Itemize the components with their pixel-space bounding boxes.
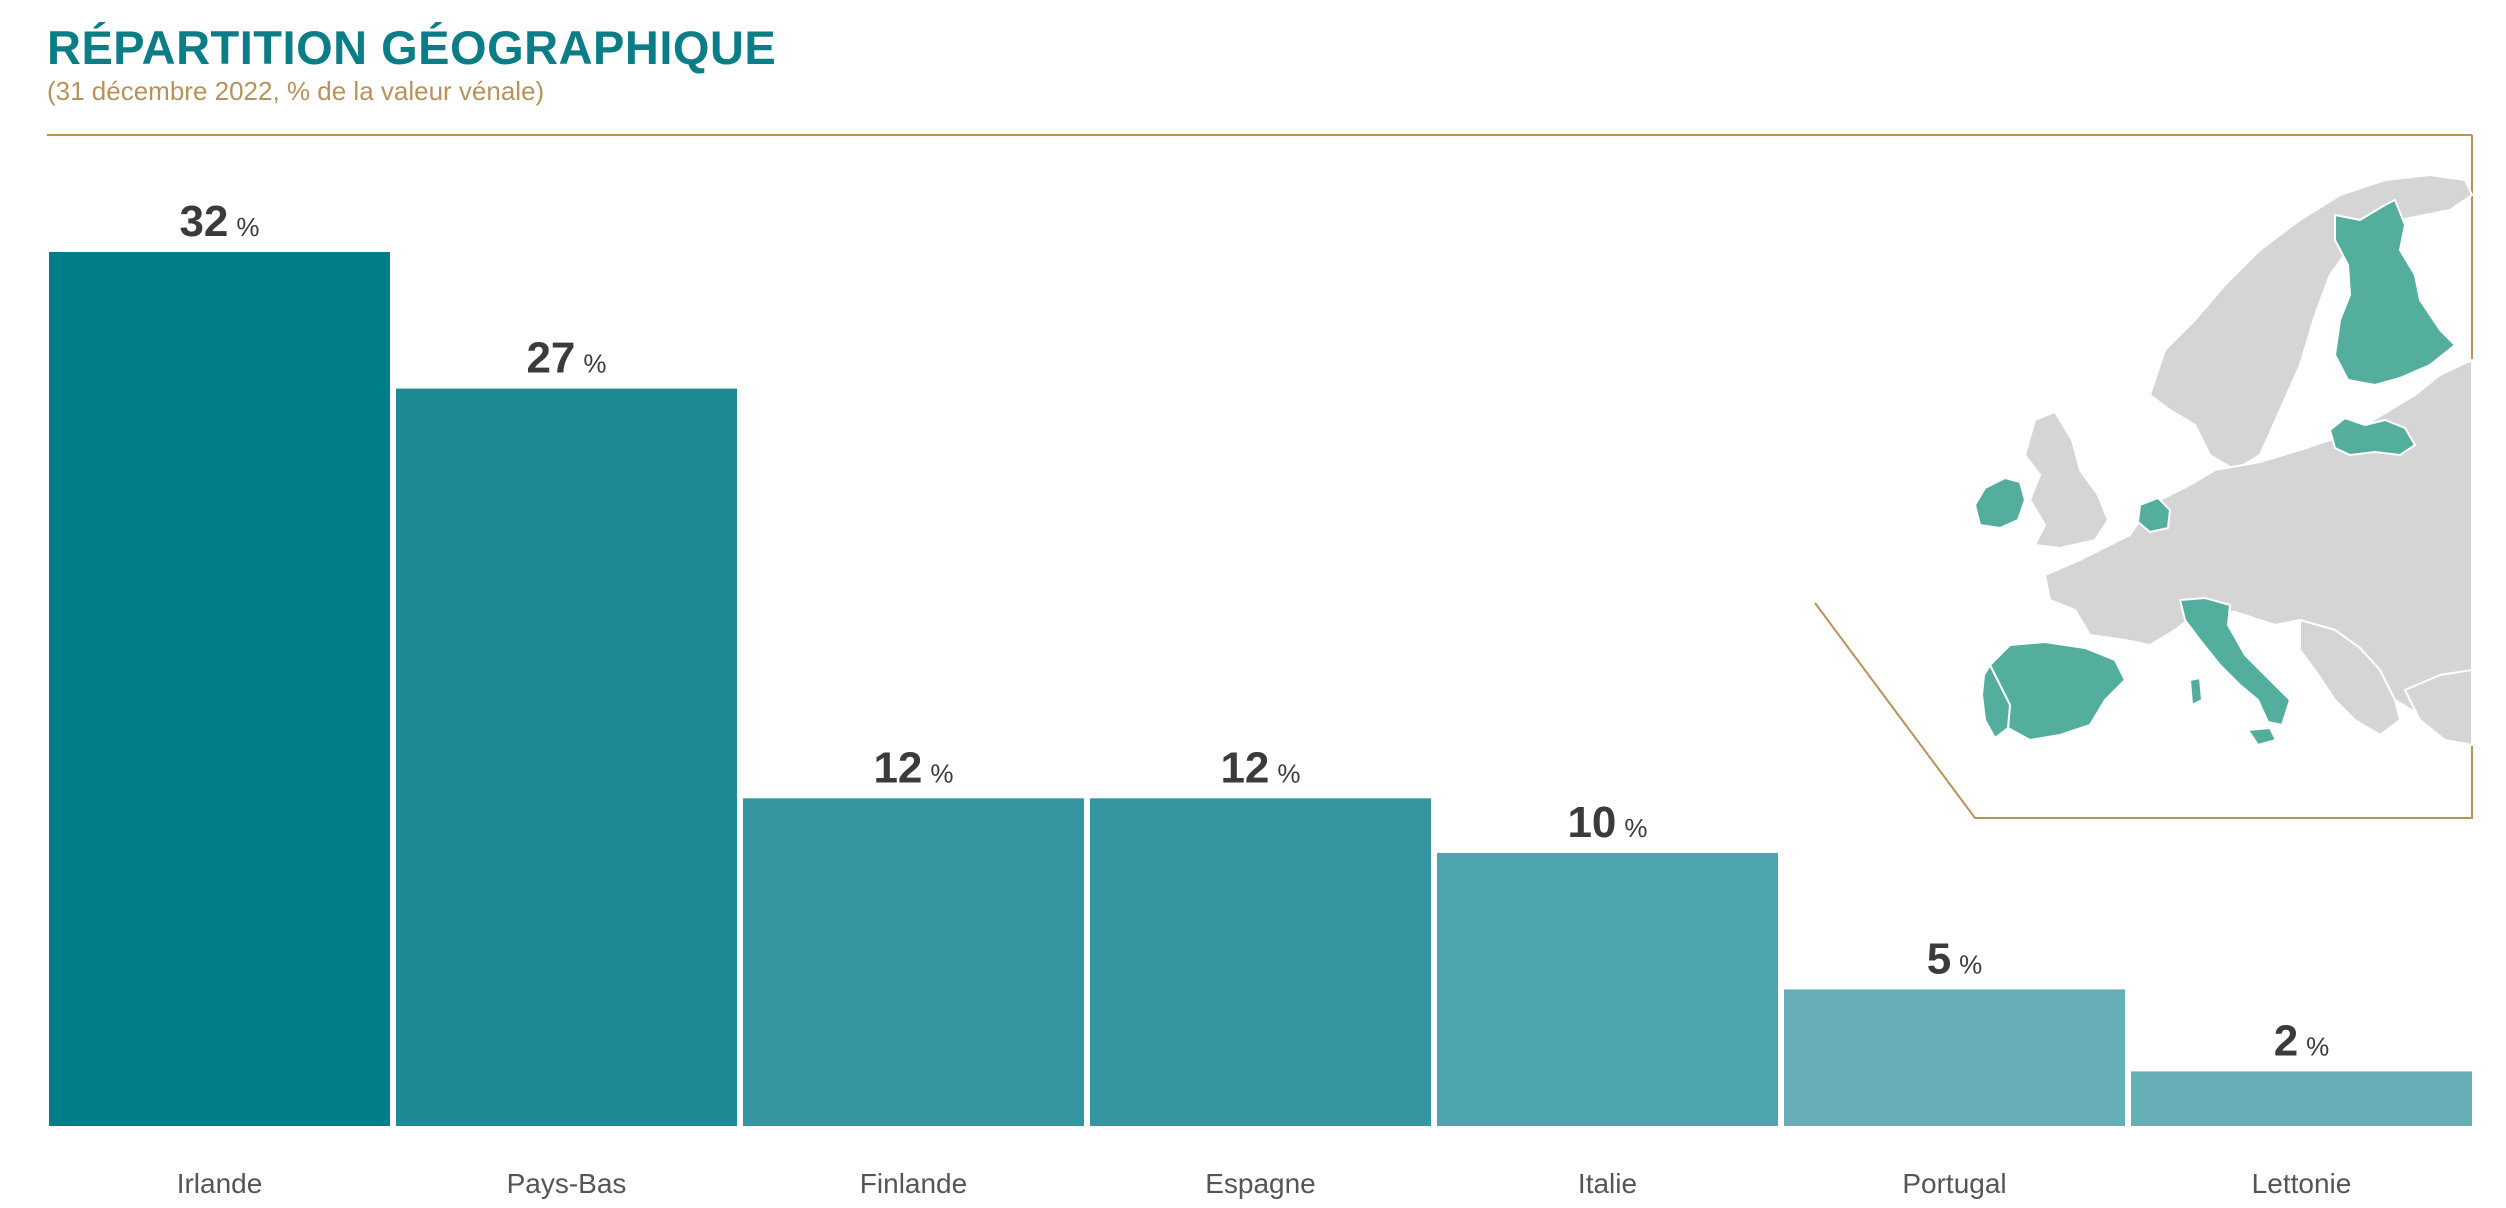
value-label-espagne: 12%	[1220, 743, 1300, 792]
bar-italie	[1437, 852, 1778, 1126]
value-label-lettonie: 2%	[2274, 1016, 2330, 1065]
balkans-shape	[2299, 619, 2401, 736]
bar-pays-bas	[396, 388, 737, 1127]
value-label-portugal: 5%	[1927, 934, 1983, 983]
turkey-shape	[2404, 669, 2473, 746]
category-label-lettonie: Lettonie	[2252, 1168, 2352, 1199]
great-britain-shape	[2024, 411, 2109, 549]
value-label-irlande: 32%	[179, 197, 259, 246]
finland-shape	[2334, 199, 2456, 386]
value-label-pays-bas: 27%	[526, 334, 606, 383]
sicily-shape	[2247, 727, 2277, 746]
value-label-finlande: 12%	[873, 743, 953, 792]
italy-shape	[2179, 597, 2291, 726]
europe-map	[1814, 135, 2473, 819]
ireland-shape	[1974, 477, 2026, 529]
portugal-shape	[1981, 664, 2011, 739]
bar-lettonie	[2131, 1071, 2472, 1126]
bar-portugal	[1784, 989, 2125, 1126]
sardinia-shape	[2189, 677, 2203, 706]
category-label-portugal: Portugal	[1902, 1168, 2006, 1199]
netherlands-shape	[2137, 497, 2171, 533]
spain-shape	[1989, 641, 2126, 741]
category-label-italie: Italie	[1578, 1168, 1637, 1199]
value-label-italie: 10%	[1567, 798, 1647, 847]
chart-subtitle: (31 décembre 2022, % de la valeur vénale…	[47, 76, 545, 106]
category-label-espagne: Espagne	[1205, 1168, 1316, 1199]
bar-finlande	[743, 798, 1084, 1127]
map-highlighted-countries	[1974, 199, 2456, 746]
chart-title: RÉPARTITION GÉOGRAPHIQUE	[47, 21, 777, 74]
map-base-land	[2024, 174, 2473, 746]
category-label-finlande: Finlande	[860, 1168, 967, 1199]
category-label-irlande: Irlande	[177, 1168, 263, 1199]
category-label-pays-bas: Pays-Bas	[507, 1168, 627, 1199]
bar-espagne	[1090, 798, 1431, 1127]
bars-layer: 32 % Irlande 27 % Pays-Bas 12 % Finlande 12 % Espag…	[49, 197, 2472, 1199]
latvia-shape	[2329, 417, 2416, 456]
bar-irlande	[49, 252, 390, 1126]
